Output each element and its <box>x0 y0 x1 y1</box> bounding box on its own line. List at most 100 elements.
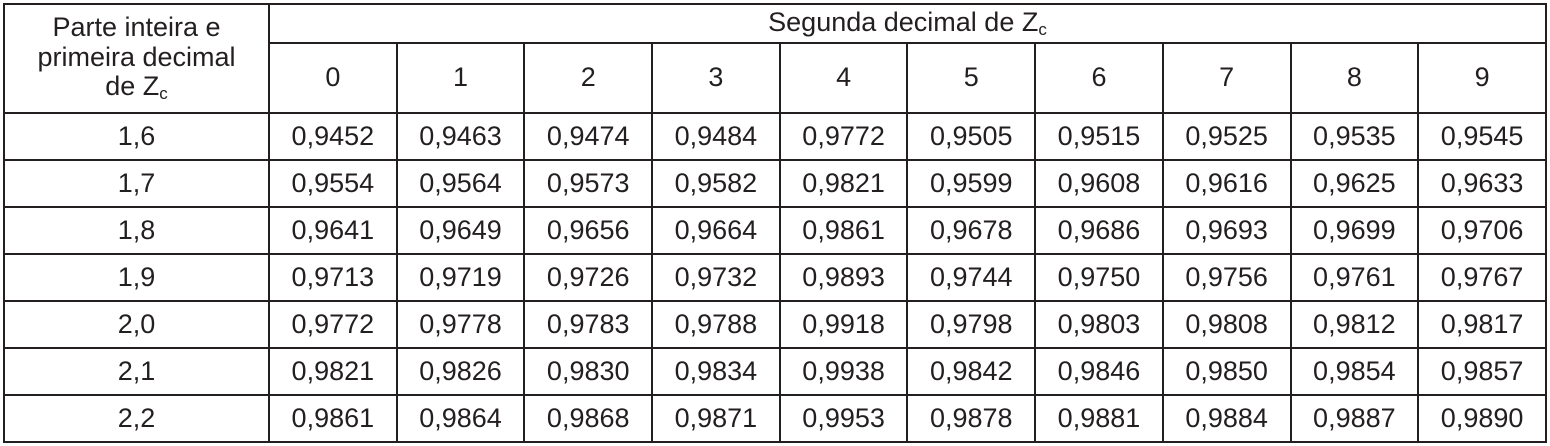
table-cell: 0,9893 <box>778 253 909 302</box>
column-header-9: 9 <box>1417 42 1547 114</box>
column-header-7: 7 <box>1161 42 1292 114</box>
table-cell: 0,9803 <box>1034 300 1164 349</box>
table-cell: 0,9616 <box>1161 159 1292 208</box>
table-cell: 0,9505 <box>906 112 1037 161</box>
table-cell: 0,9861 <box>778 206 909 255</box>
table-cell: 0,9850 <box>1161 347 1292 396</box>
table-cell: 0,9564 <box>395 159 526 208</box>
table-cell: 0,9761 <box>1289 253 1420 302</box>
table-cell: 0,9474 <box>523 112 654 161</box>
table-cell: 0,9808 <box>1161 300 1292 349</box>
table-cell: 0,9817 <box>1417 300 1547 349</box>
column-group-header: Segunda decimal de Zc <box>268 3 1547 44</box>
table-cell: 0,9625 <box>1289 159 1420 208</box>
row-header-subscript: c <box>159 84 168 104</box>
row-header-line-1: Parte inteira e <box>52 11 221 42</box>
column-header-2: 2 <box>523 42 654 114</box>
row-label: 2,1 <box>3 347 270 396</box>
table-row: 2,1 0,9821 0,9826 0,9830 0,9834 0,9938 0,9842 0… <box>3 347 1547 396</box>
table-cell: 0,9864 <box>395 394 526 443</box>
table-cell: 0,9732 <box>651 253 781 302</box>
table-row: 1,6 0,9452 0,9463 0,9474 0,9484 0,9772 0,9505 0… <box>3 112 1547 161</box>
table-cell: 0,9744 <box>906 253 1037 302</box>
table-cell: 0,9826 <box>395 347 526 396</box>
table-cell: 0,9699 <box>1289 206 1420 255</box>
table-cell: 0,9798 <box>906 300 1037 349</box>
row-label: 1,9 <box>3 253 270 302</box>
column-group-header-text: Segunda decimal de Z <box>768 6 1039 37</box>
table-row: 1,7 0,9554 0,9564 0,9573 0,9582 0,9821 0,9599 0… <box>3 159 1547 208</box>
table-cell: 0,9878 <box>906 394 1037 443</box>
table-cell: 0,9834 <box>651 347 781 396</box>
table-cell: 0,9686 <box>1034 206 1164 255</box>
table-cell: 0,9812 <box>1289 300 1420 349</box>
table-cell: 0,9772 <box>268 300 398 349</box>
table-cell: 0,9884 <box>1161 394 1292 443</box>
table-row: 2,2 0,9861 0,9864 0,9868 0,9871 0,9953 0,9878 0… <box>3 394 1547 443</box>
table-row: 1,8 0,9641 0,9649 0,9656 0,9664 0,9861 0,9678 0… <box>3 206 1547 255</box>
table-cell: 0,9656 <box>523 206 654 255</box>
column-header-1: 1 <box>395 42 526 114</box>
column-header-0: 0 <box>268 42 398 114</box>
table-cell: 0,9713 <box>268 253 398 302</box>
row-label: 1,7 <box>3 159 270 208</box>
table-cell: 0,9452 <box>268 112 398 161</box>
header-row-group: Parte inteira e primeira decimal de Zc S… <box>3 3 1547 114</box>
row-label: 1,6 <box>3 112 270 161</box>
row-header-cell: Parte inteira e primeira decimal de Zc <box>3 3 270 114</box>
table-cell: 0,9649 <box>395 206 526 255</box>
table-cell: 0,9783 <box>523 300 654 349</box>
table-cell: 0,9871 <box>651 394 781 443</box>
table-cell: 0,9772 <box>778 112 909 161</box>
column-header-4: 4 <box>778 42 909 114</box>
row-header-line-2: primeira decimal <box>37 41 236 72</box>
table-cell: 0,9857 <box>1417 347 1547 396</box>
table-cell: 0,9778 <box>395 300 526 349</box>
table-cell: 0,9788 <box>651 300 781 349</box>
table-cell: 0,9719 <box>395 253 526 302</box>
row-label: 1,8 <box>3 206 270 255</box>
column-group-header-subscript: c <box>1038 19 1047 39</box>
table-cell: 0,9706 <box>1417 206 1547 255</box>
table-cell: 0,9599 <box>906 159 1037 208</box>
table-cell: 0,9582 <box>651 159 781 208</box>
column-header-5: 5 <box>906 42 1037 114</box>
table-cell: 0,9463 <box>395 112 526 161</box>
table-cell: 0,9938 <box>778 347 909 396</box>
table-cell: 0,9821 <box>268 347 398 396</box>
table-cell: 0,9678 <box>906 206 1037 255</box>
table-cell: 0,9484 <box>651 112 781 161</box>
table-cell: 0,9664 <box>651 206 781 255</box>
table-cell: 0,9890 <box>1417 394 1547 443</box>
table-cell: 0,9868 <box>523 394 654 443</box>
table-cell: 0,9525 <box>1161 112 1292 161</box>
table-cell: 0,9750 <box>1034 253 1164 302</box>
row-header-line-3: de Z <box>105 71 160 102</box>
table-cell: 0,9953 <box>778 394 909 443</box>
table-cell: 0,9861 <box>268 394 398 443</box>
table-cell: 0,9821 <box>778 159 909 208</box>
z-distribution-table: Parte inteira e primeira decimal de Zc S… <box>3 3 1547 443</box>
row-label: 2,2 <box>3 394 270 443</box>
table-cell: 0,9854 <box>1289 347 1420 396</box>
table-cell: 0,9918 <box>778 300 909 349</box>
table-cell: 0,9726 <box>523 253 654 302</box>
table-row: 1,9 0,9713 0,9719 0,9726 0,9732 0,9893 0,9744 0… <box>3 253 1547 302</box>
table-cell: 0,9535 <box>1289 112 1420 161</box>
table-cell: 0,9515 <box>1034 112 1164 161</box>
table-cell: 0,9545 <box>1417 112 1547 161</box>
table-cell: 0,9887 <box>1289 394 1420 443</box>
table-row: 2,0 0,9772 0,9778 0,9783 0,9788 0,9918 0,9798 0… <box>3 300 1547 349</box>
table-cell: 0,9633 <box>1417 159 1547 208</box>
table-cell: 0,9756 <box>1161 253 1292 302</box>
column-header-3: 3 <box>651 42 781 114</box>
table-cell: 0,9830 <box>523 347 654 396</box>
table-cell: 0,9573 <box>523 159 654 208</box>
table-cell: 0,9881 <box>1034 394 1164 443</box>
column-header-8: 8 <box>1289 42 1420 114</box>
table-cell: 0,9641 <box>268 206 398 255</box>
column-header-6: 6 <box>1034 42 1164 114</box>
table-cell: 0,9693 <box>1161 206 1292 255</box>
